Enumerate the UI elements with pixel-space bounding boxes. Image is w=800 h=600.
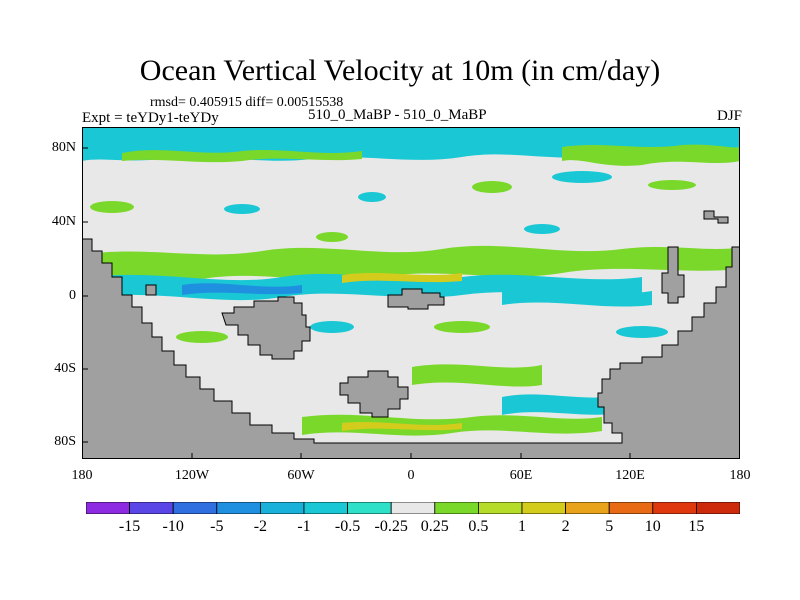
- colorbar-label: 1: [518, 518, 526, 535]
- anomaly-patch: [434, 321, 490, 333]
- colorbar-swatch: [129, 502, 174, 514]
- colorbar-label: -0.5: [334, 518, 361, 535]
- land-island-6: [145, 284, 157, 296]
- land-island-1: [221, 296, 311, 360]
- lon-tick-label: 120W: [174, 468, 210, 483]
- anomaly-patch: [552, 171, 612, 183]
- land-island-2: [339, 370, 409, 418]
- colorbar-label: -10: [162, 518, 184, 535]
- arctic-anomaly-green-east: [562, 144, 740, 166]
- colorbar-swatch: [608, 502, 654, 514]
- colorbar: [86, 502, 740, 514]
- anomaly-patch: [472, 181, 512, 193]
- colorbar-swatch: [390, 502, 436, 514]
- anomaly-patch: [648, 180, 696, 190]
- colorbar-swatch: [216, 502, 261, 514]
- lat-tick-label: 80S: [54, 434, 76, 449]
- colorbar-swatch: [477, 502, 523, 514]
- map-panel: [82, 127, 740, 459]
- lon-tick-label: 120E: [615, 468, 645, 483]
- colorbar-swatch: [434, 502, 479, 514]
- anomaly-patch: [316, 232, 348, 242]
- tropics-anomaly-cyan: [92, 273, 642, 301]
- anomaly-patch: [616, 326, 668, 338]
- lon-tick-label: 60E: [509, 468, 533, 483]
- colorbar-label: 15: [688, 518, 705, 535]
- colorbar-label: 0.5: [468, 518, 489, 535]
- arctic-anomaly-green: [122, 150, 362, 163]
- experiment-label: Expt = teYDy1-teYDy: [82, 110, 219, 126]
- colorbar-label: -1: [297, 518, 311, 535]
- lon-tick-label: 0: [407, 468, 415, 483]
- colorbar-swatch: [565, 502, 610, 514]
- colorbar-swatch: [347, 502, 392, 514]
- colorbar-label: -15: [118, 518, 141, 535]
- lon-tick-label: 180: [729, 468, 751, 483]
- colorbar-label: -2: [253, 518, 268, 535]
- land-island-4: [661, 246, 685, 304]
- anomaly-patch: [310, 321, 354, 333]
- tropics-anomaly-green: [82, 245, 740, 282]
- colorbar-swatch: [303, 502, 348, 514]
- tropics-anomaly-blue: [182, 283, 302, 295]
- land-island-5: [703, 210, 729, 224]
- lat-tick-label: 80N: [51, 140, 76, 155]
- colorbar-swatch: [696, 502, 740, 514]
- colorbar-swatch: [86, 502, 130, 514]
- colorbar-swatch: [652, 502, 697, 514]
- anomaly-patch: [224, 204, 260, 214]
- tropics-anomaly-yellow: [342, 273, 462, 283]
- anomaly-patch: [524, 224, 560, 234]
- stats-label: rmsd= 0.405915 diff= 0.00515538: [150, 95, 344, 110]
- colorbar-label: 10: [644, 518, 661, 535]
- anomaly-patch: [358, 192, 386, 202]
- lat-tick-label: 0: [69, 288, 76, 303]
- colorbar-label: 5: [605, 518, 614, 535]
- anomaly-patch: [176, 331, 228, 343]
- anomaly-patch: [90, 201, 134, 213]
- tropics-anomaly-cyan-east: [502, 289, 652, 307]
- lon-tick-label: 60W: [287, 468, 315, 483]
- south-anomaly-yellow: [342, 422, 462, 431]
- colorbar-swatch: [259, 502, 305, 514]
- lat-tick-label: 40N: [51, 214, 76, 229]
- colorbar-swatch: [521, 502, 566, 514]
- south-anomaly-cyan: [502, 394, 622, 415]
- lat-tick-label: 40S: [54, 361, 76, 376]
- south-anomaly-green: [412, 364, 542, 387]
- season-label: DJF: [716, 108, 742, 124]
- colorbar-swatch: [172, 502, 218, 514]
- case-label: 510_0_MaBP - 510_0_MaBP: [308, 107, 487, 123]
- colorbar-label: 2: [561, 518, 570, 535]
- colorbar-label: -0.25: [374, 518, 408, 535]
- colorbar-label: 0.25: [420, 518, 449, 535]
- lon-tick-label: 180: [71, 468, 93, 483]
- plot-title: Ocean Vertical Velocity at 10m (in cm/da…: [139, 54, 661, 87]
- land-west: [82, 238, 740, 459]
- land-island-3: [387, 288, 445, 310]
- colorbar-label: -5: [210, 518, 224, 535]
